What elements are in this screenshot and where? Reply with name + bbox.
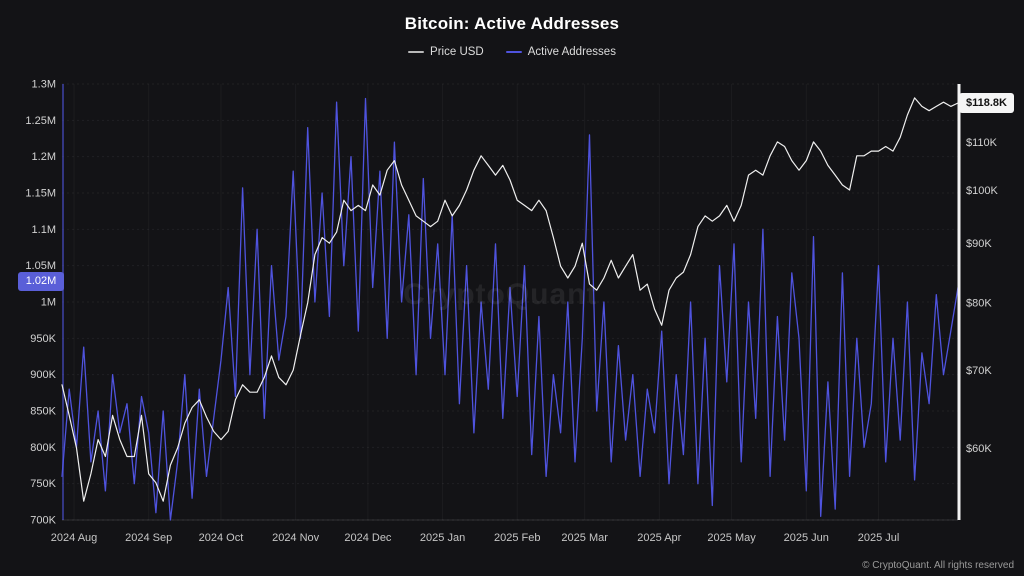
active-addresses-current-badge: 1.02M xyxy=(18,272,64,291)
legend-label-price-usd: Price USD xyxy=(430,46,484,58)
left-axis-tick-label: 1.25M xyxy=(25,115,56,127)
left-axis-tick-label: 1.2M xyxy=(32,151,56,163)
chart-title: Bitcoin: Active Addresses xyxy=(404,14,620,33)
price-current-badge: $118.8K xyxy=(959,93,1014,113)
price-series-line xyxy=(61,97,959,502)
legend-label-active-addresses: Active Addresses xyxy=(527,46,616,58)
left-axis-tick-label: 750K xyxy=(30,478,56,490)
x-axis-tick-label: 2024 Aug xyxy=(51,532,98,544)
left-axis-tick-label: 850K xyxy=(30,406,56,418)
left-axis-tick-label: 1.3M xyxy=(32,79,56,91)
left-axis-tick-label: 1.1M xyxy=(32,224,56,236)
x-axis-tick-label: 2025 Mar xyxy=(561,532,608,544)
price-line-swatch-icon xyxy=(408,51,425,53)
right-axis-tick-label: $80K xyxy=(966,298,992,310)
legend-item-price-usd[interactable]: Price USD xyxy=(408,46,484,58)
active-addresses-line-swatch-icon xyxy=(505,51,522,53)
x-axis-tick-label: 2024 Dec xyxy=(344,532,392,544)
left-axis-tick-label: 900K xyxy=(30,369,56,381)
active-addresses-series-line xyxy=(61,97,959,521)
left-axis-tick-label: 800K xyxy=(30,442,56,454)
left-axis-tick-label: 1M xyxy=(41,297,56,309)
right-axis-tick-label: $70K xyxy=(966,365,992,377)
left-axis-tick-label: 1.15M xyxy=(25,188,56,200)
right-axis-tick-label: $90K xyxy=(966,238,992,250)
x-axis-tick-label: 2025 May xyxy=(707,532,756,544)
right-axis-tick-label: $60K xyxy=(966,443,992,455)
x-axis-tick-label: 2025 Apr xyxy=(637,532,681,544)
legend: Price USD Active Addresses xyxy=(0,46,1024,58)
x-axis-tick-label: 2024 Oct xyxy=(199,532,244,544)
x-axis-tick-label: 2025 Jul xyxy=(858,532,900,544)
right-axis-tick-label: $110K xyxy=(966,137,998,149)
x-axis-tick-label: 2024 Nov xyxy=(272,532,320,544)
left-axis-tick-label: 950K xyxy=(30,333,56,345)
left-axis-tick-label: 1.05M xyxy=(25,260,56,272)
x-axis-tick-label: 2025 Jan xyxy=(420,532,465,544)
left-axis-tick-label: 700K xyxy=(30,515,56,527)
x-axis-tick-label: 2025 Feb xyxy=(494,532,540,544)
right-axis-tick-label: $100K xyxy=(966,185,998,197)
legend-item-active-addresses[interactable]: Active Addresses xyxy=(505,46,616,58)
copyright-footer: © CryptoQuant. All rights reserved xyxy=(862,560,1014,571)
x-axis-tick-label: 2025 Jun xyxy=(784,532,829,544)
x-axis-tick-label: 2024 Sep xyxy=(125,532,172,544)
